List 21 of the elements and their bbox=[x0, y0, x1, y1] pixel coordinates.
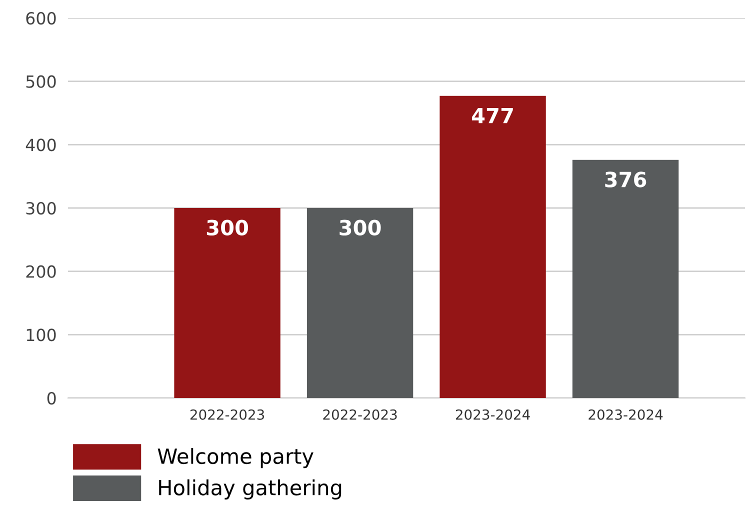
data-label: 477 bbox=[472, 108, 513, 124]
bar bbox=[174, 208, 280, 398]
bar bbox=[440, 96, 546, 398]
x-tick-label: 2022-2023 bbox=[323, 409, 397, 420]
y-tick-label: 100 bbox=[26, 328, 56, 342]
legend-label: Welcome party bbox=[158, 448, 314, 468]
y-tick-label: 500 bbox=[26, 75, 56, 88]
bar bbox=[572, 160, 679, 398]
x-tick-label: 2023-2024 bbox=[588, 409, 663, 420]
x-tick-label: 2023-2024 bbox=[456, 409, 530, 420]
x-tick-label: 2022-2023 bbox=[190, 409, 264, 420]
legend-label: Holiday gathering bbox=[159, 479, 342, 500]
y-tick-label: 400 bbox=[26, 138, 56, 152]
y-tick-label: 200 bbox=[26, 265, 56, 278]
data-label: 376 bbox=[605, 172, 646, 188]
y-tick-label: 300 bbox=[26, 202, 56, 215]
bar bbox=[306, 208, 414, 398]
y-tick-label: 600 bbox=[26, 12, 56, 25]
y-tick-label: 0 bbox=[47, 392, 56, 405]
data-label: 300 bbox=[340, 220, 381, 236]
data-label: 300 bbox=[206, 220, 248, 236]
